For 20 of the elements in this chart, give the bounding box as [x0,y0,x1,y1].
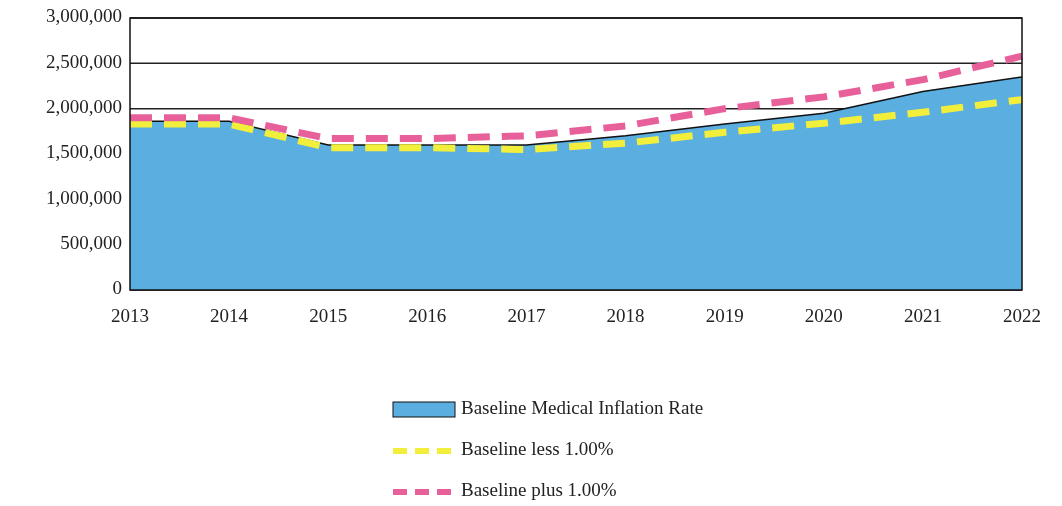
x-tick-label: 2020 [804,305,843,326]
x-tick-label: 2018 [606,305,645,326]
legend-label: Baseline Medical Inflation Rate [461,397,704,419]
y-tick-label: 1,000,000 [46,186,122,208]
x-tick-label: 2016 [408,305,447,326]
y-tick-label: 500,000 [60,232,122,254]
x-tick-label: 2013 [111,305,149,326]
y-tick-label: 2,500,000 [46,50,122,72]
legend-label: Baseline plus 1.00% [461,479,617,501]
y-tick-label: 2,000,000 [46,96,122,118]
y-tick-label: 1,500,000 [46,141,122,163]
x-tick-label: 2021 [903,305,942,326]
y-tick-label: 3,000,000 [46,5,122,27]
x-tick-label: 2014 [210,305,249,326]
legend-label: Baseline less 1.00% [461,438,614,460]
x-tick-label: 2019 [705,305,744,326]
x-tick-label: 2017 [507,305,546,326]
x-tick-label: 2022 [1003,305,1041,326]
x-tick-label: 2015 [309,305,348,326]
y-tick-label: 0 [112,277,122,299]
